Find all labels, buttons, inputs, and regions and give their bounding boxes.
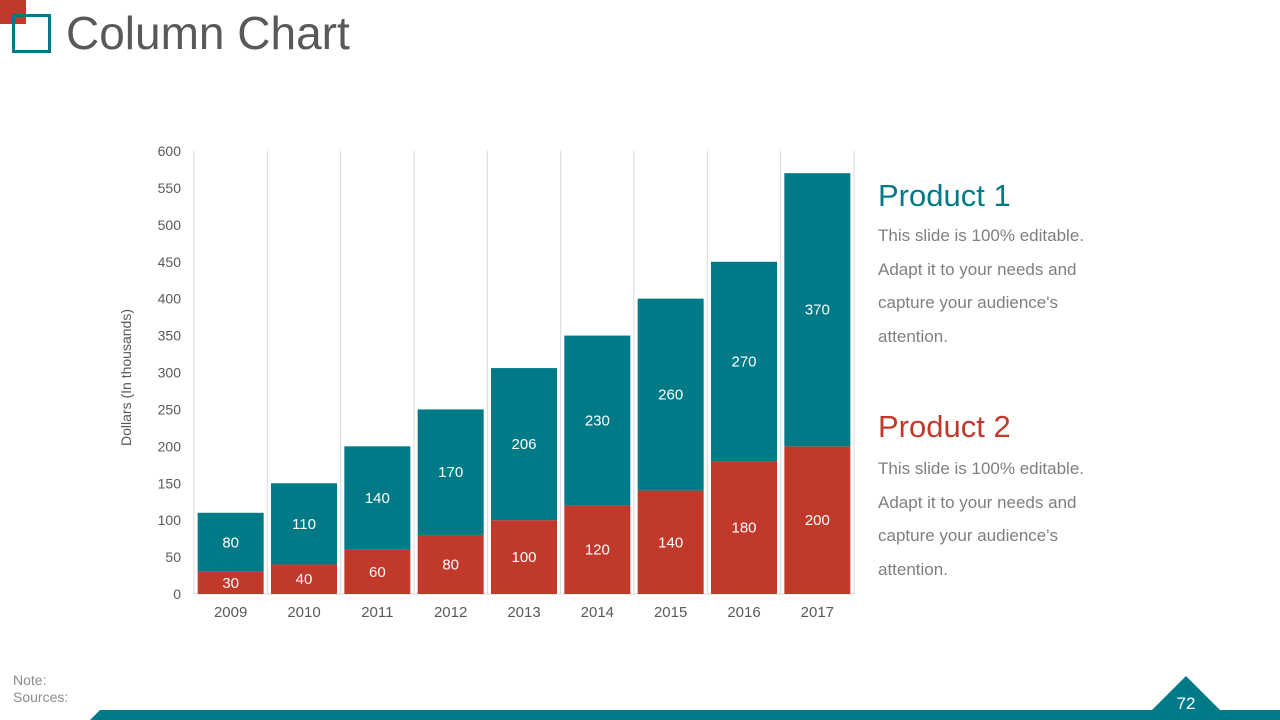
bar-product-1 — [197, 512, 264, 572]
legend-title-product-2: Product 2 — [878, 409, 1011, 444]
data-label: 270 — [731, 353, 756, 370]
bar-product-2 — [344, 549, 411, 594]
page-number: 72 — [1176, 694, 1196, 713]
legend-line: attention. — [878, 326, 948, 346]
sources-label: Sources: — [13, 689, 69, 705]
data-label: 110 — [292, 516, 316, 533]
y-tick-label: 150 — [158, 475, 182, 491]
y-tick-label: 600 — [158, 143, 182, 159]
data-label: 140 — [365, 490, 390, 507]
legend-line: Adapt it to your needs and — [878, 492, 1077, 512]
data-label: 30 — [222, 575, 239, 592]
y-tick-label: 200 — [158, 438, 182, 454]
y-tick-label: 300 — [158, 365, 182, 381]
bar-product-2 — [637, 490, 704, 594]
legend-text-product-1: This slide is 100% editable. Adapt it to… — [878, 219, 1118, 353]
data-label: 120 — [585, 542, 610, 559]
legend-line: attention. — [878, 559, 948, 579]
bar-product-1 — [344, 446, 411, 550]
bar-product-2 — [271, 564, 337, 594]
data-label: 140 — [658, 534, 683, 551]
x-tick-label: 2014 — [581, 604, 614, 621]
data-label: 170 — [438, 464, 463, 481]
bar-product-1 — [271, 483, 337, 565]
y-tick-label: 400 — [158, 291, 182, 307]
x-tick-label: 2017 — [801, 604, 834, 621]
bar-product-1 — [784, 173, 851, 447]
bar-product-2 — [197, 571, 264, 594]
y-tick-label: 350 — [158, 328, 182, 344]
x-tick-label: 2009 — [214, 604, 247, 621]
bar-product-1 — [417, 409, 484, 535]
legend-line: Adapt it to your needs and — [878, 259, 1077, 279]
data-label: 370 — [805, 302, 830, 319]
legend-line: capture your audience's — [878, 526, 1058, 545]
y-tick-label: 100 — [158, 512, 182, 528]
y-tick-label: 500 — [158, 217, 182, 233]
y-tick-label: 50 — [165, 549, 181, 565]
x-tick-label: 2016 — [727, 604, 760, 621]
y-tick-label: 250 — [158, 401, 182, 417]
y-axis-label: Dollars (In thousands) — [118, 309, 134, 446]
legend-text-product-2: This slide is 100% editable. Adapt it to… — [878, 452, 1118, 586]
bar-product-2 — [711, 461, 777, 594]
x-tick-label: 2012 — [434, 604, 467, 621]
y-tick-label: 0 — [173, 586, 181, 602]
legend-line: capture your audience's — [878, 293, 1058, 312]
legend-line: This slide is 100% editable. — [878, 226, 1085, 245]
bar-product-1 — [491, 368, 557, 521]
page-title: Column Chart — [66, 7, 350, 59]
bar-product-1 — [637, 298, 704, 491]
y-tick-label: 450 — [158, 254, 182, 270]
note-label: Note: — [13, 672, 47, 688]
logo-teal-square — [12, 14, 51, 53]
bar-product-2 — [417, 534, 484, 594]
data-label: 180 — [731, 520, 756, 537]
bar-product-2 — [784, 446, 851, 594]
y-tick-label: 550 — [158, 180, 182, 196]
legend-line: This slide is 100% editable. — [878, 459, 1085, 478]
x-tick-label: 2013 — [507, 604, 540, 621]
data-label: 260 — [658, 387, 683, 404]
data-label: 206 — [511, 436, 536, 453]
footer-stripe — [90, 710, 1280, 720]
legend-title-product-1: Product 1 — [878, 178, 1011, 213]
data-label: 100 — [511, 549, 536, 566]
data-label: 40 — [296, 571, 313, 588]
data-label: 200 — [805, 512, 830, 529]
bar-product-1 — [711, 261, 777, 462]
data-label: 230 — [585, 412, 610, 429]
data-label: 80 — [222, 534, 239, 551]
page-number-badge — [1150, 676, 1222, 712]
x-tick-label: 2011 — [361, 604, 393, 621]
data-label: 80 — [442, 556, 459, 573]
bar-product-2 — [491, 520, 557, 594]
bar-product-1 — [564, 335, 631, 506]
x-tick-label: 2015 — [654, 604, 687, 621]
x-tick-label: 2010 — [287, 604, 320, 621]
bar-product-2 — [564, 505, 631, 594]
data-label: 60 — [369, 564, 386, 581]
footer-band — [90, 676, 1280, 720]
